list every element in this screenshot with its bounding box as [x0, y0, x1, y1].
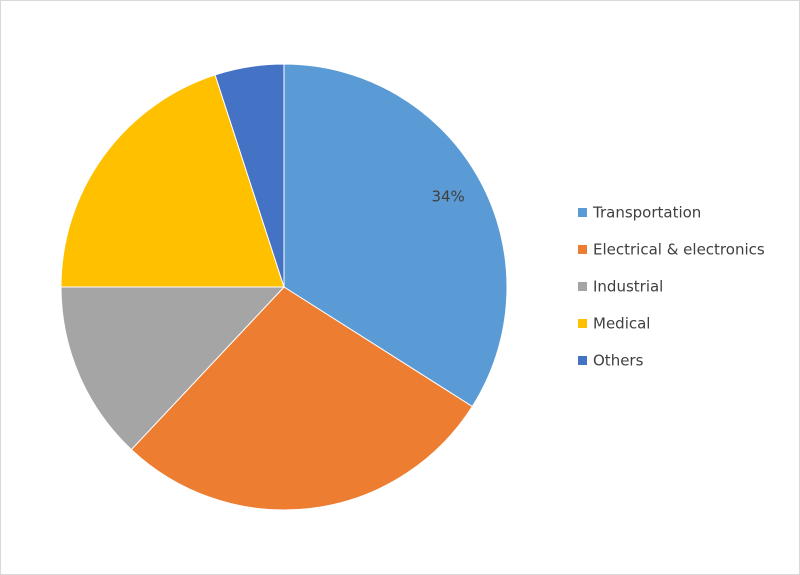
pie-slice [130, 286, 473, 511]
legend-label: Industrial [593, 278, 663, 296]
legend-swatch [578, 208, 587, 217]
pie-slice [60, 286, 286, 451]
data-label: 34% [431, 187, 464, 205]
legend-swatch [578, 245, 587, 254]
legend-swatch [578, 282, 587, 291]
pie-slice [214, 63, 285, 288]
pie-slice [60, 74, 285, 288]
pie-slice [283, 63, 508, 408]
legend-swatch [578, 319, 587, 328]
legend-label: Others [593, 352, 644, 370]
legend-label: Electrical & electronics [593, 241, 765, 259]
legend-label: Medical [593, 315, 650, 333]
legend-swatch [578, 356, 587, 365]
legend-label: Transportation [592, 204, 701, 222]
